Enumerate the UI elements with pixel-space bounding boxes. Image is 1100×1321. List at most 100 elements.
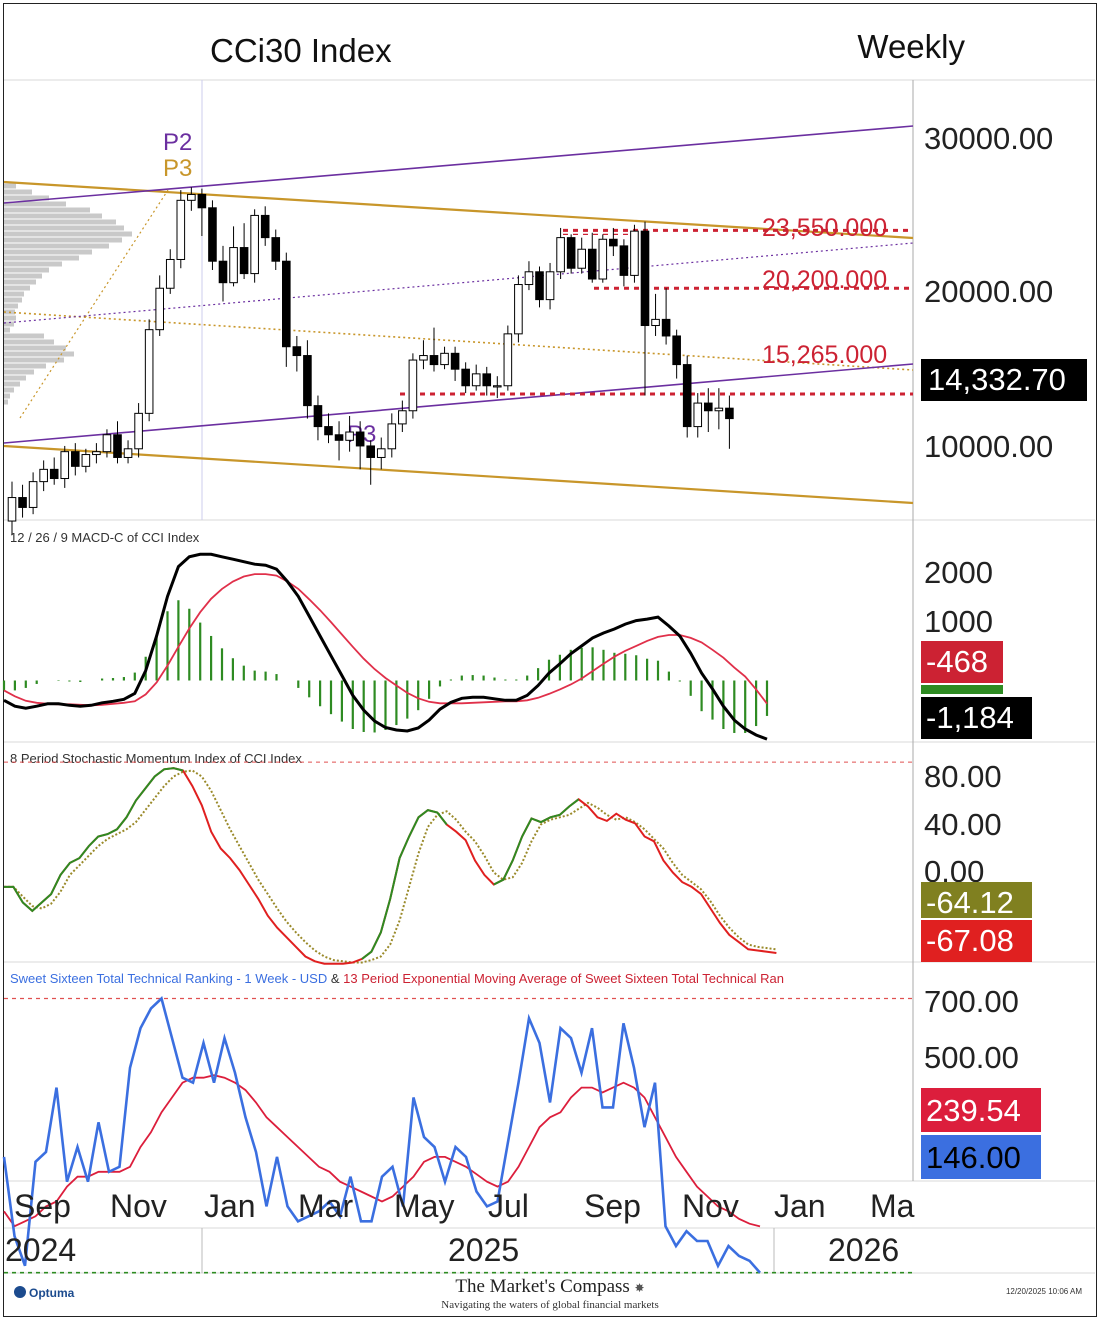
rank-tick-700: 700.00 — [924, 984, 1019, 1019]
volume-profile-bar — [4, 393, 10, 399]
rank-value-badge — [921, 1135, 1041, 1179]
volume-profile-bar — [4, 333, 44, 339]
price-candle — [282, 260, 291, 348]
rank-line — [2, 996, 761, 1274]
price-candle — [60, 451, 70, 480]
price-candle — [471, 373, 481, 387]
price-candle — [461, 368, 470, 387]
price-candle — [725, 407, 734, 420]
price-candle — [482, 373, 492, 387]
volume-profile-bar — [4, 387, 14, 393]
level-label-20200: 20,200.000 — [762, 266, 887, 294]
ranking-title-blue: Sweet Sixteen Total Technical Ranking - … — [10, 971, 327, 986]
period-label: Weekly — [857, 28, 965, 65]
volume-profile-bar — [4, 249, 92, 255]
price-candle — [250, 214, 259, 275]
volume-profile-bar — [4, 315, 16, 321]
price-candle — [7, 497, 17, 522]
smi-line-red — [4, 767, 777, 965]
volume-profile-bar — [4, 345, 66, 351]
price-candle — [398, 410, 407, 425]
volume-profile-bar — [4, 321, 14, 327]
price-candle — [176, 199, 186, 260]
volume-profile-bar — [4, 369, 34, 375]
price-candle — [208, 207, 217, 262]
level-label-23550: 23,550.000 — [762, 214, 887, 242]
price-candle — [28, 481, 38, 508]
ranking-title-red: 13 Period Exponential Moving Average of … — [343, 971, 784, 986]
price-candle — [524, 271, 534, 286]
macd-tick-2000: 2000 — [924, 555, 993, 590]
volume-profile-bar — [4, 297, 22, 303]
price-candle — [493, 385, 502, 388]
month-label: Ma — [870, 1188, 915, 1224]
price-candle — [292, 346, 302, 357]
macd-signal-line — [3, 573, 768, 707]
price-candle — [134, 412, 143, 450]
volume-profile-bar — [4, 189, 32, 195]
smi-line-green — [4, 767, 184, 913]
macd-line — [3, 552, 768, 741]
price-candle — [429, 355, 439, 366]
optuma-logo: Optuma — [14, 1286, 74, 1300]
price-candle — [566, 237, 576, 269]
brand-title: The Market's Compass ✸ — [455, 1276, 645, 1297]
volume-profile-bar — [4, 339, 54, 345]
price-candle — [577, 248, 587, 269]
gold-channel-upper — [3, 180, 914, 240]
rank-ema-badge — [921, 1088, 1041, 1132]
rank-ema-value: 239.54 — [926, 1093, 1021, 1128]
stoch-smi-value: -67.08 — [926, 923, 1014, 958]
price-tick-10000: 10000.00 — [924, 429, 1053, 464]
volume-profile-bar — [4, 327, 10, 333]
price-candle — [619, 245, 629, 276]
smi-line-green — [493, 798, 580, 886]
month-label: Jul — [488, 1188, 529, 1224]
price-candle — [229, 247, 238, 284]
volume-profile-bar — [4, 255, 79, 261]
volume-profile-bar — [4, 201, 66, 207]
price-candle — [271, 237, 281, 262]
price-candle — [440, 352, 449, 366]
price-candle — [535, 271, 544, 301]
price-candle — [503, 333, 513, 387]
month-label: Nov — [682, 1188, 739, 1224]
price-candle — [71, 451, 80, 467]
last-price-badge — [921, 359, 1087, 401]
price-candle — [313, 405, 323, 428]
smi-line-green — [361, 809, 448, 960]
volume-profile-bar — [4, 303, 18, 309]
purple-channel-upper — [3, 125, 914, 204]
price-candle — [123, 448, 133, 458]
volume-profile-bar — [4, 273, 42, 279]
volume-profile-bar — [4, 351, 74, 357]
month-label: Sep — [584, 1188, 641, 1224]
price-candle — [155, 287, 164, 331]
macd-line-value: -1,184 — [926, 700, 1014, 735]
price-candle — [693, 402, 703, 428]
price-candle — [218, 260, 228, 284]
price-candle — [704, 402, 713, 412]
price-candle — [324, 426, 333, 436]
price-candle — [514, 284, 523, 335]
month-label: Nov — [110, 1188, 167, 1224]
price-candle — [165, 258, 175, 289]
price-tick-20000: 20000.00 — [924, 274, 1053, 309]
price-candle — [682, 364, 692, 428]
year-label: 2024 — [5, 1232, 76, 1268]
macd-signal-value: -468 — [926, 644, 988, 679]
volume-profile-bar — [4, 375, 26, 381]
stoch-smi-badge — [921, 920, 1032, 962]
price-candle — [609, 238, 618, 247]
price-candle — [49, 468, 59, 480]
price-candle — [640, 230, 650, 327]
macd-hist-badge — [921, 685, 1003, 694]
stoch-signal-value: -64.12 — [926, 885, 1014, 920]
volume-profile-bar — [4, 363, 46, 369]
ranking-title-amp: & — [327, 971, 343, 986]
stoch-tick-40: 40.00 — [924, 807, 1002, 842]
month-label: May — [394, 1188, 454, 1224]
macd-signal-badge — [921, 641, 1003, 683]
price-candle — [102, 434, 112, 453]
